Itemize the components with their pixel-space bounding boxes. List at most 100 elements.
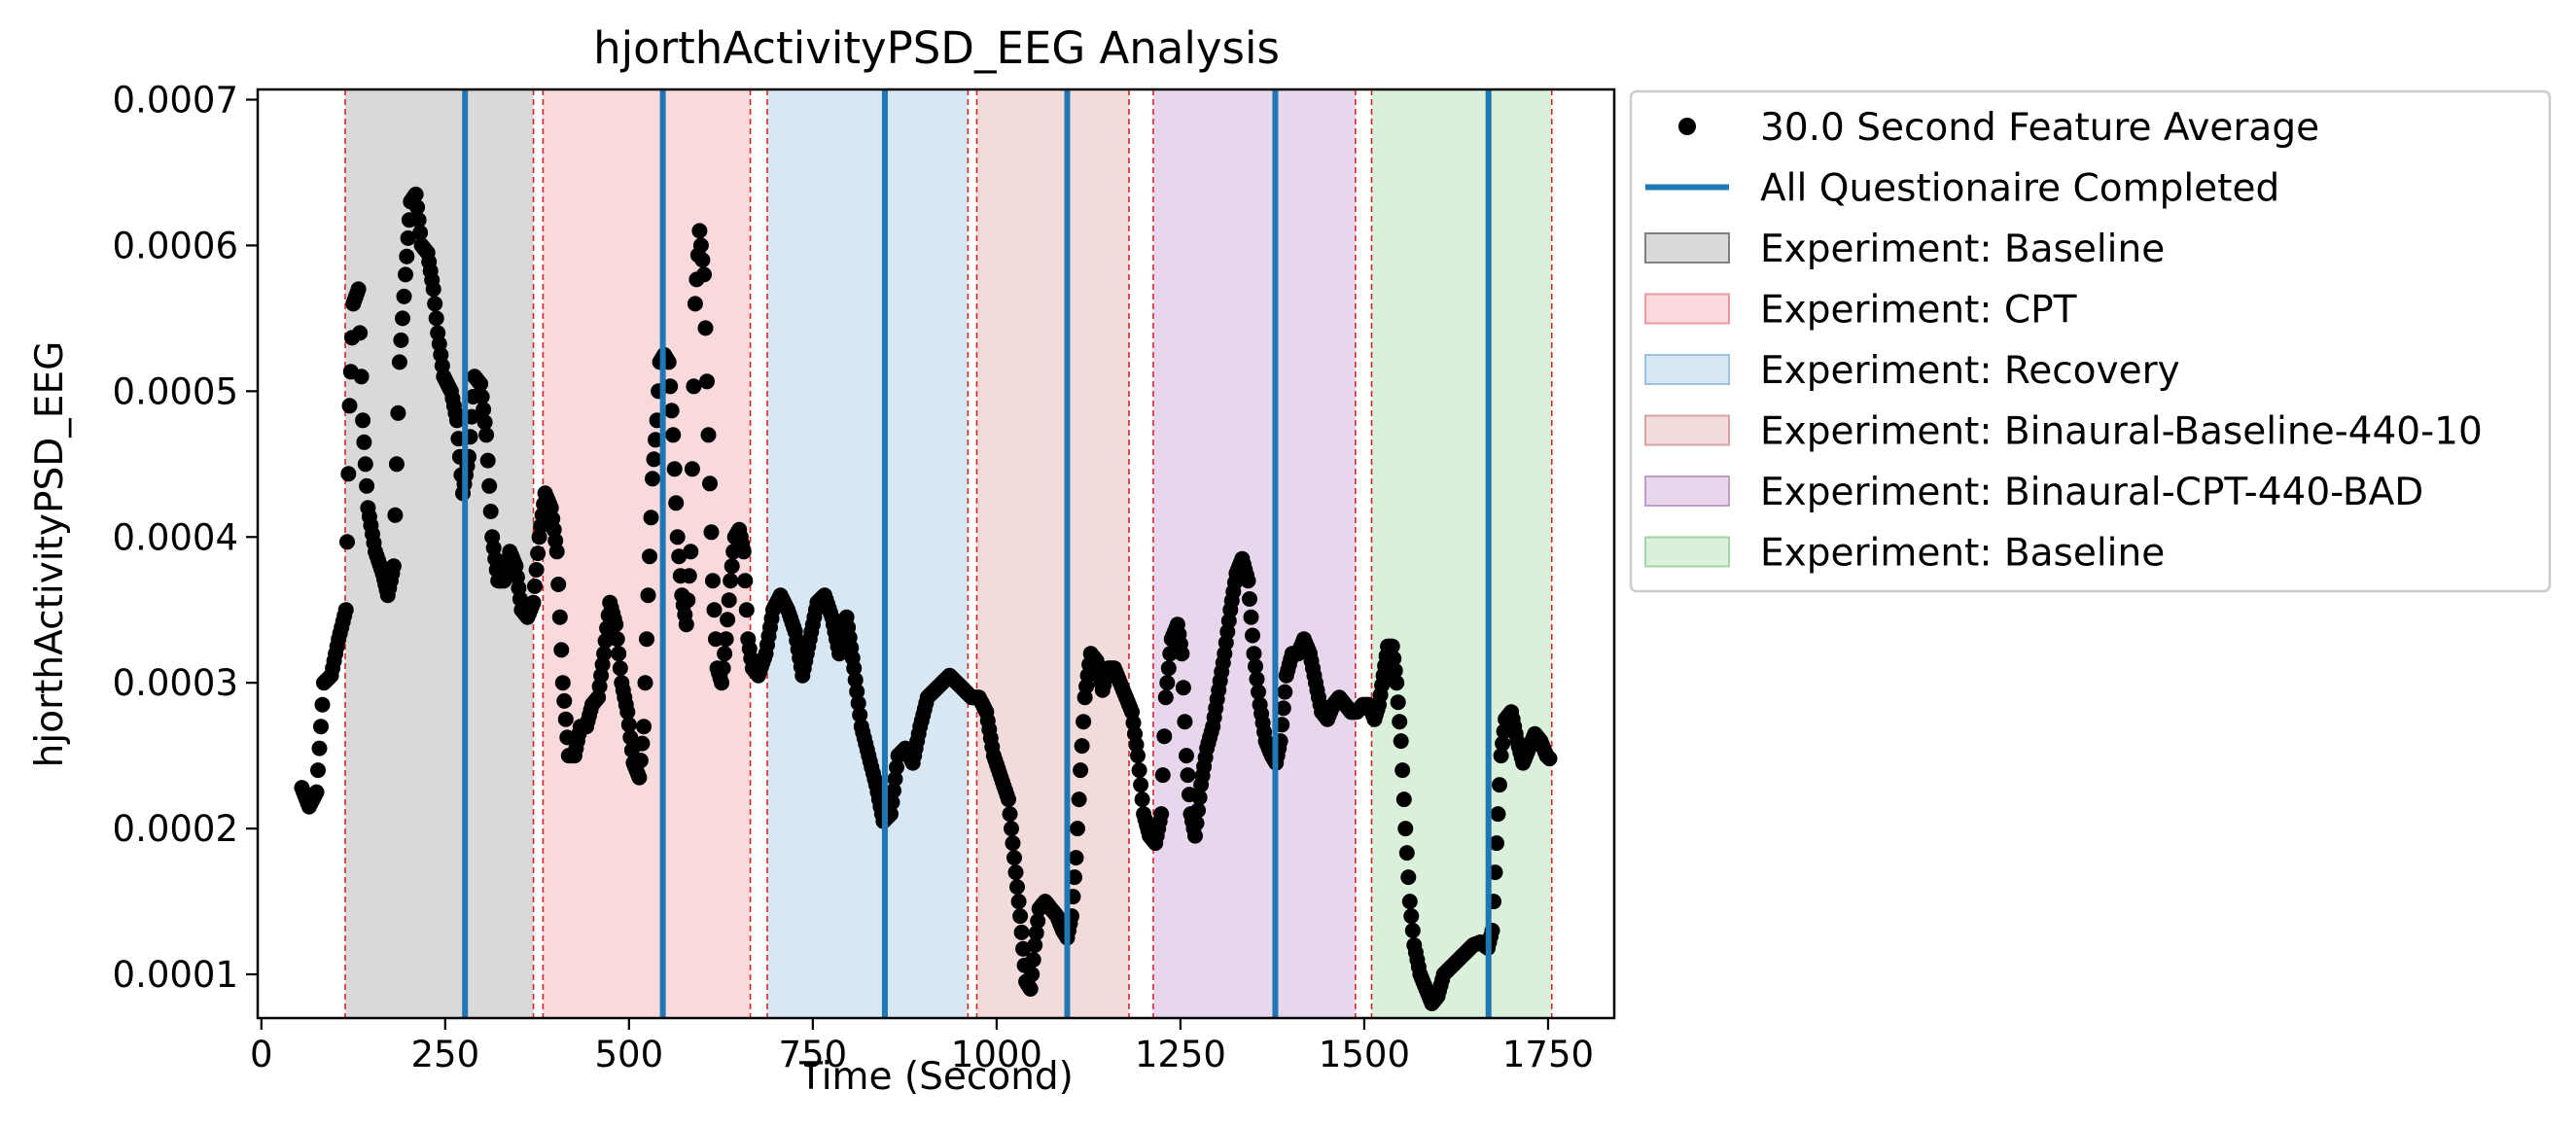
data-point bbox=[1248, 658, 1263, 675]
data-point bbox=[1006, 850, 1022, 866]
data-point bbox=[1188, 815, 1205, 831]
data-point bbox=[385, 558, 402, 575]
data-point bbox=[1154, 767, 1171, 784]
data-point bbox=[700, 427, 717, 443]
data-point bbox=[691, 223, 708, 239]
data-point bbox=[396, 288, 412, 304]
data-point bbox=[1073, 762, 1089, 779]
data-point bbox=[1010, 894, 1027, 910]
y-tick-label: 0.0005 bbox=[113, 370, 238, 412]
data-point bbox=[387, 507, 404, 523]
data-point bbox=[557, 711, 574, 727]
data-point bbox=[1153, 806, 1170, 823]
data-point bbox=[1068, 850, 1084, 866]
data-point bbox=[1157, 689, 1174, 706]
data-point bbox=[1067, 869, 1082, 886]
legend-label: Experiment: Binaural-CPT-440-BAD bbox=[1760, 471, 2423, 514]
experiment-span-2 bbox=[766, 89, 969, 1018]
data-point bbox=[1028, 925, 1044, 941]
data-point bbox=[478, 427, 495, 443]
data-point bbox=[648, 432, 663, 448]
data-point bbox=[428, 310, 444, 327]
data-point bbox=[678, 616, 694, 633]
data-point bbox=[1187, 827, 1203, 844]
data-point bbox=[527, 578, 543, 594]
data-point bbox=[737, 573, 754, 589]
data-point bbox=[412, 225, 429, 241]
data-point bbox=[308, 784, 325, 800]
data-point bbox=[528, 562, 545, 578]
data-point bbox=[718, 631, 734, 648]
data-point bbox=[474, 389, 490, 405]
data-point bbox=[597, 633, 614, 650]
data-point bbox=[1392, 714, 1408, 730]
data-point bbox=[683, 544, 699, 560]
data-point bbox=[388, 456, 405, 473]
boundary-lines bbox=[344, 89, 1553, 1018]
data-point bbox=[1395, 792, 1412, 808]
data-point bbox=[611, 646, 627, 662]
data-point bbox=[1277, 684, 1293, 700]
data-point bbox=[681, 568, 697, 584]
data-point bbox=[399, 248, 415, 264]
questionnaire-lines bbox=[462, 89, 1492, 1018]
x-tick-label: 0 bbox=[250, 1034, 273, 1075]
data-point bbox=[554, 675, 571, 691]
data-point bbox=[550, 577, 567, 592]
data-point bbox=[355, 412, 371, 429]
data-point bbox=[409, 199, 426, 216]
experiment-span-5 bbox=[1371, 89, 1552, 1018]
data-point bbox=[551, 609, 568, 625]
data-point bbox=[556, 692, 573, 709]
data-point bbox=[684, 461, 700, 477]
data-point bbox=[1401, 894, 1418, 910]
data-point bbox=[847, 672, 864, 688]
data-point bbox=[663, 403, 680, 419]
data-point bbox=[479, 452, 496, 469]
data-point bbox=[619, 704, 636, 721]
data-point bbox=[608, 616, 624, 633]
y-axis-ticks: 0.0001 0.0002 0.0003 0.0004 0.0005 0.0006 0.00… bbox=[113, 79, 258, 996]
data-point bbox=[1002, 806, 1018, 823]
data-point bbox=[1175, 680, 1191, 696]
data-point bbox=[886, 783, 901, 799]
data-point bbox=[476, 402, 492, 418]
data-point bbox=[717, 646, 733, 662]
data-point bbox=[634, 735, 651, 752]
data-point bbox=[473, 375, 489, 392]
data-point bbox=[352, 325, 369, 341]
data-point bbox=[1024, 967, 1041, 982]
legend-patch-handle bbox=[1644, 293, 1730, 325]
data-point bbox=[350, 281, 367, 298]
legend-label: 30.0 Second Feature Average bbox=[1760, 106, 2319, 150]
data-point bbox=[548, 544, 565, 560]
x-tick-label: 1500 bbox=[1319, 1034, 1410, 1075]
data-point bbox=[1390, 694, 1406, 711]
data-point bbox=[1030, 913, 1046, 930]
data-point bbox=[311, 740, 328, 757]
x-axis-ticks: 0 250 500 750 1000 1250 1500 1750 bbox=[250, 1018, 1594, 1075]
data-point bbox=[1541, 751, 1558, 767]
y-tick-label: 0.0002 bbox=[113, 808, 238, 850]
data-point bbox=[639, 631, 654, 648]
data-point bbox=[1012, 908, 1029, 925]
y-tick-label: 0.0007 bbox=[113, 79, 238, 121]
data-point bbox=[398, 266, 413, 283]
data-point bbox=[1251, 684, 1266, 700]
data-point bbox=[1027, 937, 1043, 953]
legend-patch-handle bbox=[1644, 354, 1730, 385]
data-point bbox=[612, 660, 628, 677]
data-point bbox=[1492, 777, 1507, 793]
data-point bbox=[852, 707, 868, 723]
data-point bbox=[699, 373, 715, 390]
data-point bbox=[622, 729, 639, 746]
data-point bbox=[1245, 627, 1260, 644]
data-point bbox=[735, 544, 752, 560]
experiment-span-3 bbox=[976, 89, 1129, 1018]
legend: 30.0 Second Feature Average All Questiona… bbox=[1629, 89, 2552, 593]
legend-box bbox=[1629, 89, 2552, 593]
data-point bbox=[642, 548, 657, 565]
data-point bbox=[850, 695, 866, 712]
data-point bbox=[643, 510, 659, 526]
